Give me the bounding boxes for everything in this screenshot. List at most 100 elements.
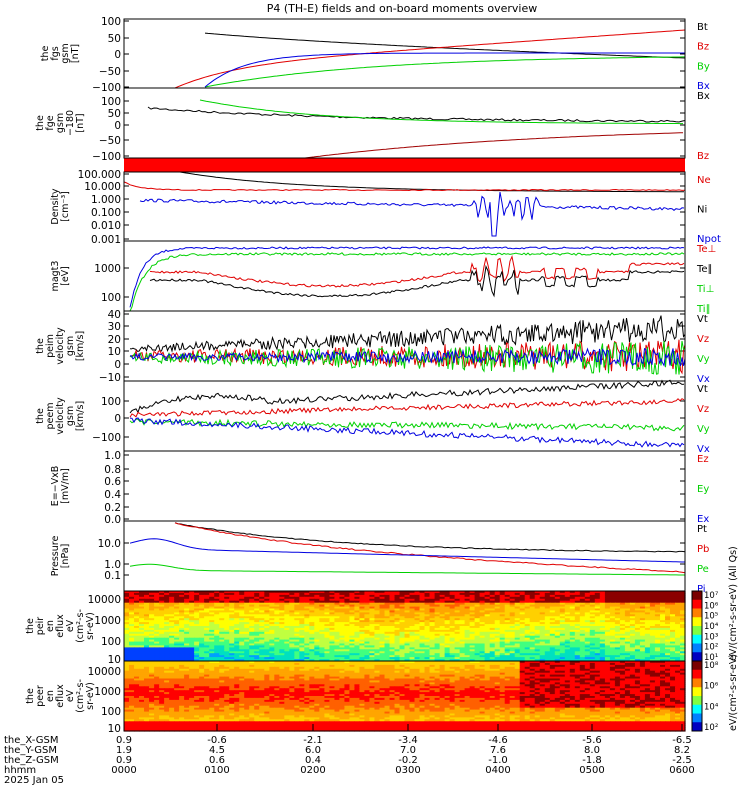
heatmap-cell [504, 592, 511, 596]
heatmap-cell [654, 608, 661, 611]
heatmap-cell [214, 614, 220, 617]
heatmap-cell [599, 641, 606, 645]
heatmap-cell [499, 631, 506, 635]
heatmap-cell [364, 635, 370, 639]
heatmap-cell [589, 647, 596, 650]
heatmap-cell [264, 626, 270, 629]
heatmap-cell [649, 622, 656, 625]
heatmap-cell [444, 633, 451, 637]
heatmap-cell [379, 606, 386, 610]
heatmap-cell [254, 639, 260, 643]
heatmap-cell [359, 594, 365, 598]
heatmap-cell [559, 604, 566, 608]
heatmap-cell [665, 608, 671, 611]
heatmap-cell [629, 653, 636, 656]
heatmap-cell [314, 664, 320, 668]
heatmap-cell [184, 610, 190, 613]
heatmap-cell [439, 635, 446, 639]
heatmap-cell [680, 629, 686, 633]
heatmap-cell [424, 602, 431, 606]
heatmap-cell [654, 653, 661, 656]
heatmap-cell [489, 653, 496, 656]
heatmap-cell [329, 622, 335, 625]
heatmap-cell [239, 608, 245, 611]
heatmap-cell [174, 657, 180, 660]
heatmap-cell [214, 627, 220, 631]
heatmap-cell [670, 664, 676, 668]
heatmap-cell [544, 645, 551, 648]
heatmap-cell [219, 645, 225, 648]
heatmap-cell [209, 670, 215, 674]
heatmap-cell [424, 618, 431, 621]
heatmap-cell [639, 657, 646, 660]
heatmap-cell [484, 653, 491, 656]
heatmap-cell [124, 631, 130, 635]
heatmap-cell [489, 612, 496, 615]
heatmap-cell [594, 659, 601, 662]
heatmap-cell [219, 610, 225, 613]
heatmap-cell [584, 610, 591, 613]
heatmap-cell [654, 606, 661, 610]
heatmap-cell [624, 604, 631, 608]
heatmap-cell [424, 653, 431, 656]
heatmap-cell [434, 657, 441, 660]
heatmap-cell [399, 604, 406, 608]
heatmap-cell [434, 606, 441, 610]
heatmap-cell [344, 643, 350, 646]
heatmap-cell [429, 627, 436, 631]
heatmap-cell [534, 624, 541, 627]
heatmap-cell [244, 647, 250, 650]
heatmap-cells [124, 661, 686, 732]
heatmap-cell [464, 666, 471, 670]
heatmap-cell [434, 655, 441, 658]
heatmap-cell [279, 624, 285, 627]
heatmap-cell [414, 627, 421, 631]
heatmap-cell [469, 633, 476, 637]
heatmap-cell [614, 661, 621, 664]
heatmap-cell [549, 604, 556, 608]
heatmap-cell [644, 641, 651, 645]
heatmap-cell [539, 647, 546, 650]
heatmap-cell [479, 666, 486, 670]
heatmap-cell [134, 602, 140, 606]
heatmap-cell [399, 591, 406, 594]
heatmap-cell [234, 592, 240, 596]
heatmap-cell [544, 592, 551, 596]
heatmap-cell [169, 664, 175, 668]
heatmap-cell [639, 626, 646, 629]
heatmap-cell [174, 602, 180, 606]
heatmap-cell [314, 604, 320, 608]
heatmap-cell [134, 655, 140, 658]
heatmap-cell [369, 591, 375, 594]
heatmap-cell [464, 604, 471, 608]
heatmap-cell [419, 641, 426, 645]
heatmap-cell [379, 604, 386, 608]
heatmap-cell [399, 664, 406, 668]
heatmap-cell [314, 633, 320, 637]
heatmap-cell [675, 662, 681, 666]
heatmap-cell [389, 649, 396, 652]
heatmap-cell [665, 631, 671, 635]
heatmap-cell [364, 618, 370, 621]
heatmap-cell [675, 657, 681, 660]
heatmap-cell [259, 606, 265, 610]
heatmap-cell [379, 631, 386, 635]
heatmap-cell [599, 612, 606, 615]
heatmap-cell [189, 624, 195, 627]
heatmap-cell [184, 606, 190, 610]
legend-vy: Vy [697, 354, 710, 365]
heatmap-cell [584, 662, 591, 666]
heatmap-cell [314, 655, 320, 658]
heatmap-cell [644, 651, 651, 654]
heatmap-cell [609, 643, 616, 646]
heatmap-cell [274, 670, 280, 674]
heatmap-cell [644, 655, 651, 658]
heatmap-cell [289, 598, 295, 602]
heatmap-cell [319, 639, 325, 643]
colorbar-tick-label: 10⁷ [704, 591, 719, 601]
heatmap-cell [619, 600, 626, 604]
heatmap-cell [229, 657, 235, 660]
heatmap-cell [359, 668, 365, 672]
heatmap-cell [399, 635, 406, 639]
heatmap-cell [149, 655, 155, 658]
